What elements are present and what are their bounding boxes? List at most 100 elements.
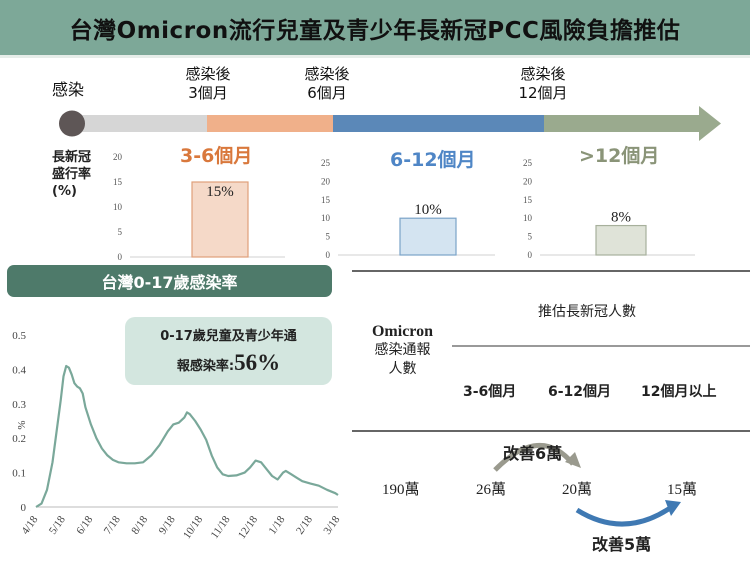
bar-chart-12m-plus: 0 5 10 15 20 25 8% bbox=[523, 158, 695, 260]
infection-rate-banner-text: 台灣0-17歲感染率 bbox=[101, 273, 238, 292]
timeline-mark-12m: 感染後 12個月 bbox=[505, 65, 581, 103]
bar-chart-2-ytick-1: 5 bbox=[528, 232, 533, 242]
timeline-mark-6m: 感染後 6個月 bbox=[291, 65, 363, 103]
timeline-segment-green bbox=[544, 115, 699, 132]
line-chart-xtick-1: 5/18 bbox=[47, 513, 68, 536]
bar-chart-2-ytick-2: 10 bbox=[523, 213, 533, 223]
line-chart-xtick-0: 4/18 bbox=[19, 513, 40, 536]
bar-chart-3-6m-title: 3-6個月 bbox=[180, 145, 253, 167]
line-chart-xtick-4: 8/18 bbox=[129, 513, 150, 536]
prevalence-label-line1: 長新冠 bbox=[52, 150, 92, 165]
line-chart-xtick-7: 11/18 bbox=[209, 513, 233, 540]
rate-callout-line1: 0-17歲兒童及青少年通 bbox=[160, 329, 297, 344]
table-header: 推估長新冠人數 bbox=[538, 304, 636, 320]
improve1-label: 改善6萬 bbox=[503, 444, 563, 463]
bar-chart-2-ytick-3: 15 bbox=[523, 195, 533, 205]
table-row-label-line3: 人數 bbox=[388, 361, 417, 377]
line-chart-xtick-6: 10/18 bbox=[181, 513, 205, 541]
line-chart-ytick-4: 0.4 bbox=[12, 364, 26, 376]
bar-chart-12m-plus-title: >12個月 bbox=[579, 145, 660, 167]
timeline-arrow bbox=[59, 106, 721, 141]
timeline-segment-orange bbox=[207, 115, 333, 132]
table-col-6-12m: 6-12個月 bbox=[548, 384, 612, 400]
line-chart-xtick-8: 12/18 bbox=[236, 513, 260, 541]
timeline-mark-3m-line2: 3個月 bbox=[188, 84, 228, 102]
infection-rate-banner: 台灣0-17歲感染率 bbox=[7, 265, 332, 297]
bar-chart-1-ytick-1: 5 bbox=[326, 232, 331, 242]
line-chart-ytick-0: 0 bbox=[21, 502, 27, 514]
table-row-label: Omicron 感染通報 人數 bbox=[355, 322, 450, 379]
bar-chart-1-value-label: 10% bbox=[414, 202, 442, 218]
bar-chart-1-ytick-4: 20 bbox=[321, 176, 331, 186]
bar-chart-0-ytick-3: 15 bbox=[113, 177, 123, 187]
table-lines bbox=[352, 270, 750, 432]
line-chart-ytick-1: 0.1 bbox=[12, 468, 26, 480]
improve1-arrowhead bbox=[565, 452, 581, 468]
line-chart-ylabel: % bbox=[16, 420, 28, 429]
timeline-mark-12m-line1: 感染後 bbox=[520, 65, 566, 83]
timeline-arrowhead bbox=[699, 106, 721, 141]
table-col-3-6m: 3-6個月 bbox=[463, 384, 517, 400]
rate-callout-prefix: 報感染率: bbox=[176, 359, 235, 374]
bar-chart-6-12m-title: 6-12個月 bbox=[390, 149, 476, 171]
improve1-arrow bbox=[493, 442, 575, 472]
timeline-segment-gray bbox=[73, 115, 207, 132]
timeline-mark-3m: 感染後 3個月 bbox=[172, 65, 244, 103]
line-chart-xtick-3: 7/18 bbox=[102, 513, 123, 536]
line-chart-ytick-3: 0.3 bbox=[12, 399, 26, 411]
line-chart-series-0 bbox=[35, 364, 339, 508]
title-bar: 台灣Omicron流行兒童及青少年長新冠PCC風險負擔推估 bbox=[0, 0, 750, 58]
table-value-6-12m: 20萬 bbox=[562, 482, 593, 498]
line-chart-xtick-5: 9/18 bbox=[157, 513, 178, 536]
line-chart-ytick-2: 0.2 bbox=[12, 433, 26, 445]
line-chart-xtick-10: 2/18 bbox=[294, 513, 315, 536]
bar-chart-2-ytick-0: 0 bbox=[528, 250, 533, 260]
bar-chart-0-bar bbox=[191, 181, 249, 258]
bar-chart-0-value-label: 15% bbox=[206, 184, 234, 200]
line-chart-xtick-9: 1/18 bbox=[266, 513, 287, 536]
timeline-mark-6m-line1: 感染後 bbox=[304, 65, 350, 83]
prevalence-label-line2: 盛行率 bbox=[52, 167, 92, 182]
table-value-reported: 190萬 bbox=[382, 482, 420, 498]
timeline-start-label: 感染 bbox=[52, 80, 85, 99]
bar-chart-2-bar bbox=[595, 224, 647, 256]
table-col-12m-plus: 12個月以上 bbox=[641, 384, 717, 400]
timeline-mark-12m-line2: 12個月 bbox=[518, 84, 568, 102]
rate-callout-line2: 報感染率:56% bbox=[125, 350, 332, 376]
bar-chart-1-bar bbox=[399, 217, 457, 256]
bar-chart-0-ytick-2: 10 bbox=[113, 202, 123, 212]
improve2-label: 改善5萬 bbox=[592, 535, 652, 554]
line-chart-ytick-5: 0.5 bbox=[12, 330, 26, 342]
timeline-mark-3m-line1: 感染後 bbox=[185, 65, 231, 83]
prevalence-label: 長新冠 盛行率 (%) bbox=[52, 149, 91, 200]
improvement-arrows bbox=[493, 442, 681, 527]
improve2-arrowhead bbox=[665, 500, 681, 516]
bar-chart-2-value-label: 8% bbox=[611, 210, 631, 226]
bar-chart-1-ytick-3: 15 bbox=[321, 195, 331, 205]
bar-chart-1-ytick-2: 10 bbox=[321, 213, 331, 223]
table-row-label-line1: Omicron bbox=[371, 323, 434, 340]
page-title: 台灣Omicron流行兒童及青少年長新冠PCC風險負擔推估 bbox=[69, 17, 681, 44]
rate-callout-value: 56% bbox=[234, 350, 281, 375]
table-value-3-6m: 26萬 bbox=[476, 482, 507, 498]
bar-chart-1-ytick-5: 25 bbox=[321, 158, 331, 168]
prevalence-label-line3: (%) bbox=[52, 184, 77, 199]
bar-chart-6-12m: 0 5 10 15 20 25 10% bbox=[321, 158, 495, 260]
bar-chart-2-ytick-4: 20 bbox=[523, 176, 533, 186]
bar-chart-1-ytick-0: 0 bbox=[326, 250, 331, 260]
bar-chart-0-ytick-0: 0 bbox=[118, 252, 123, 262]
bar-chart-2-ytick-5: 25 bbox=[523, 158, 533, 168]
line-chart-xtick-2: 6/18 bbox=[74, 513, 95, 536]
bar-chart-0-ytick-1: 5 bbox=[118, 227, 123, 237]
infection-rate-callout: 0-17歲兒童及青少年通 報感染率:56% bbox=[125, 317, 332, 385]
infection-line-chart: 0 0.1 0.2 0.3 0.4 0.5% 4/18 5/18 6/18 7/18 8/18 9/1… bbox=[12, 330, 342, 541]
timeline-mark-6m-line2: 6個月 bbox=[307, 84, 347, 102]
line-chart-xtick-11: 3/18 bbox=[321, 513, 342, 536]
improve2-arrow bbox=[575, 503, 675, 527]
bar-chart-0-ytick-4: 20 bbox=[113, 152, 123, 162]
table-row-label-line2: 感染通報 bbox=[374, 342, 431, 358]
timeline-segment-blue bbox=[333, 115, 544, 132]
timeline-start-dot bbox=[59, 110, 85, 137]
table-value-12m-plus: 15萬 bbox=[667, 482, 698, 498]
bar-chart-3-6m: 0 5 10 15 20 15% bbox=[113, 152, 285, 262]
